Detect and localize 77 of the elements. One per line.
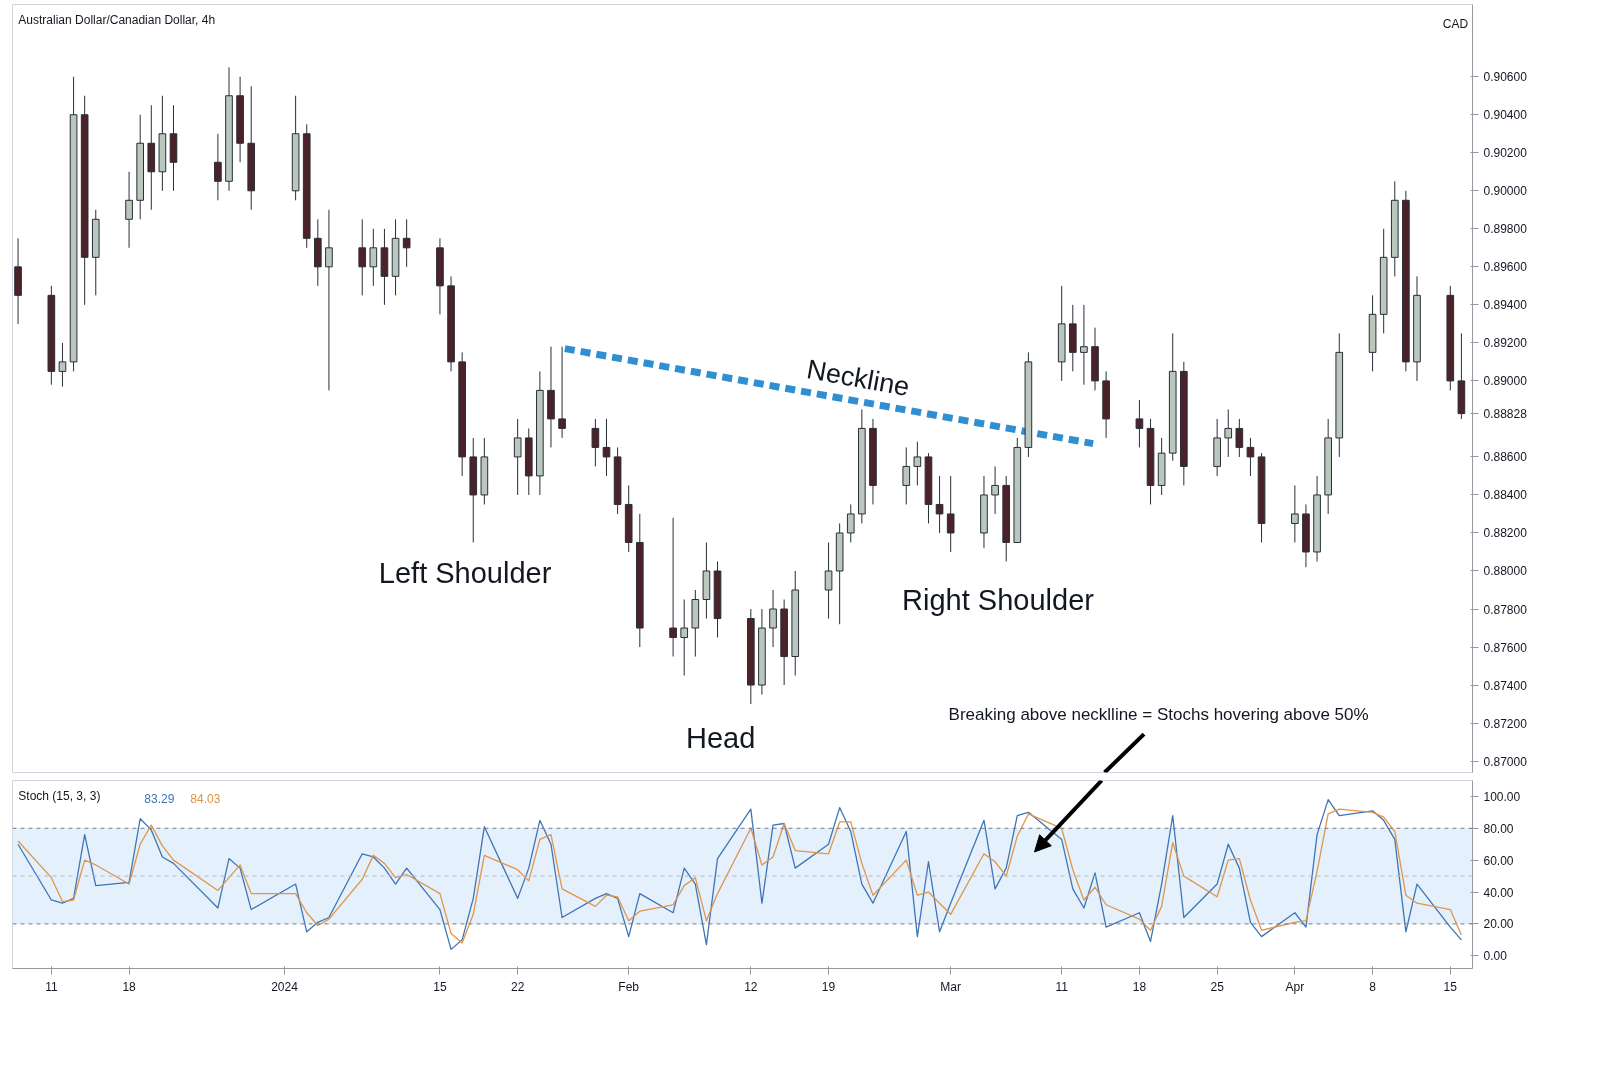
x-tick-label: 2024 bbox=[271, 979, 299, 994]
x-tick-label: 8 bbox=[1369, 979, 1377, 994]
candlestick bbox=[669, 517, 677, 658]
text: Australian Dollar/Canadian Dollar, 4h bbox=[18, 12, 216, 27]
candlestick bbox=[1080, 304, 1088, 386]
candlestick bbox=[402, 218, 411, 268]
y-tick-label: 0.88600 bbox=[1483, 450, 1528, 465]
y-tick-label: 0.89000 bbox=[1483, 374, 1528, 389]
annotation: CAD bbox=[1442, 16, 1469, 31]
annotation: Breaking above necklline = Stochs hovering above 50% bbox=[948, 705, 1369, 725]
candlestick bbox=[902, 446, 911, 505]
y-tick-label: 0.90400 bbox=[1483, 108, 1528, 123]
candlestick bbox=[1246, 437, 1255, 477]
y-tick-label: 0.87000 bbox=[1483, 754, 1528, 769]
x-tick-label: Mar bbox=[940, 979, 962, 994]
candlestick bbox=[214, 133, 222, 201]
candlestick bbox=[591, 418, 600, 467]
y-tick-label: 0.00 bbox=[1483, 949, 1508, 964]
x-tick-label: 22 bbox=[511, 979, 525, 994]
y-tick-label: 60.00 bbox=[1483, 853, 1514, 868]
text: 84.03 bbox=[190, 791, 221, 806]
candlestick bbox=[513, 418, 522, 496]
candlestick bbox=[325, 209, 333, 391]
candlestick bbox=[680, 599, 689, 677]
candlestick bbox=[824, 541, 833, 620]
series-label: 83.29 bbox=[144, 791, 175, 806]
candlestick bbox=[846, 503, 855, 543]
x-tick-label: 15 bbox=[1443, 979, 1458, 994]
y-tick-label: 0.88200 bbox=[1483, 526, 1528, 541]
x-tick-label: 11 bbox=[45, 979, 58, 994]
y-tick-label: 0.89200 bbox=[1483, 336, 1528, 351]
y-tick-label: 0.90200 bbox=[1483, 146, 1528, 161]
y-tick-label: 0.87800 bbox=[1483, 602, 1528, 617]
candlestick bbox=[946, 475, 955, 553]
candlestick bbox=[558, 346, 566, 439]
y-tick-label: 40.00 bbox=[1483, 885, 1514, 900]
annotation: Head bbox=[685, 721, 756, 754]
y-tick-label: 20.00 bbox=[1483, 917, 1514, 932]
candlestick bbox=[369, 228, 378, 287]
candlestick bbox=[1235, 418, 1244, 458]
y-tick-label: 0.87400 bbox=[1483, 678, 1528, 693]
x-tick-label: Feb bbox=[618, 979, 640, 994]
candlestick bbox=[125, 171, 133, 249]
y-tick-label: 80.00 bbox=[1483, 821, 1514, 836]
candlestick bbox=[58, 342, 67, 388]
candlestick bbox=[1224, 408, 1233, 458]
x-tick-label: 12 bbox=[744, 979, 758, 994]
y-tick-label: 0.88400 bbox=[1483, 488, 1528, 503]
candlestick bbox=[1135, 399, 1144, 448]
text: Stoch (15, 3, 3) bbox=[18, 788, 101, 803]
x-tick-label: 11 bbox=[1055, 979, 1069, 994]
candlestick bbox=[935, 475, 944, 534]
y-tick-label: 100.00 bbox=[1483, 789, 1521, 804]
x-tick-label: 25 bbox=[1210, 979, 1225, 994]
candlestick bbox=[913, 441, 922, 486]
candlestick bbox=[358, 218, 367, 296]
y-tick-label: 0.87600 bbox=[1483, 640, 1528, 655]
candlestick bbox=[769, 589, 777, 648]
y-tick-label: 0.88000 bbox=[1483, 564, 1528, 579]
candlestick bbox=[991, 465, 999, 515]
y-tick-label: 0.89600 bbox=[1483, 260, 1528, 275]
x-tick-label: 18 bbox=[122, 979, 137, 994]
text: Neckline bbox=[804, 354, 912, 403]
y-tick-label: 0.90000 bbox=[1483, 184, 1528, 199]
candlestick bbox=[602, 418, 611, 477]
x-tick-label: 18 bbox=[1132, 979, 1147, 994]
annotation: Right Shoulder bbox=[902, 583, 1095, 616]
y-tick-label: 0.89800 bbox=[1483, 222, 1528, 237]
y-tick-label: 0.88828 bbox=[1483, 407, 1528, 422]
y-tick-label: 0.90600 bbox=[1483, 70, 1528, 85]
y-tick-label: 0.87200 bbox=[1483, 716, 1528, 731]
y-tick-label: 0.89400 bbox=[1483, 298, 1528, 313]
candlestick bbox=[1291, 484, 1299, 543]
x-tick-label: 15 bbox=[433, 979, 447, 994]
annotation: Left Shoulder bbox=[378, 556, 552, 589]
x-tick-label: Apr bbox=[1285, 979, 1305, 994]
x-tick-label: 19 bbox=[821, 979, 836, 994]
